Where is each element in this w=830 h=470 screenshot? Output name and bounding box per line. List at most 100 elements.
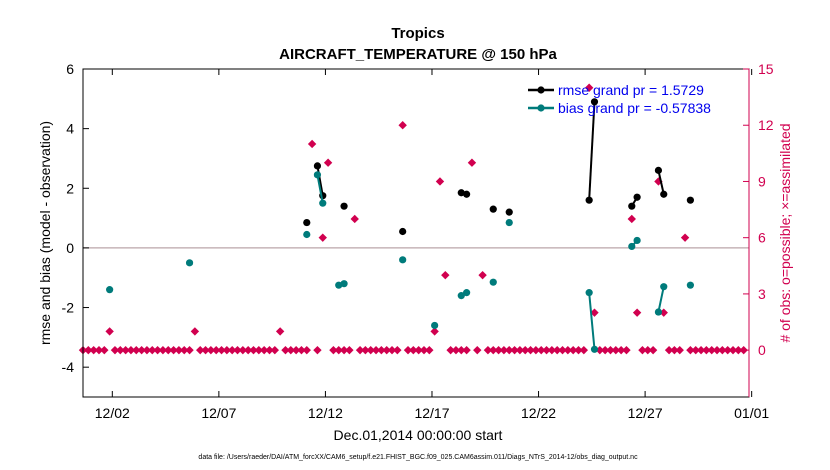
nobs-marker xyxy=(142,345,152,355)
nobs-marker xyxy=(643,345,652,355)
nobs-marker xyxy=(212,345,221,355)
nobs-marker xyxy=(174,345,184,355)
bias-point xyxy=(431,321,439,330)
footnote: data file: /Users/raeder/DAI/ATM_forcXX/… xyxy=(198,454,638,461)
bias-point xyxy=(489,278,497,286)
nobs-marker xyxy=(457,345,466,355)
bias-point xyxy=(463,289,471,297)
bias-point xyxy=(590,345,599,353)
rmse-point xyxy=(654,166,663,174)
nobs-marker xyxy=(632,308,642,317)
nobs-marker xyxy=(680,233,690,242)
nobs-marker xyxy=(734,345,743,355)
nobs-marker xyxy=(467,158,477,167)
bias-point xyxy=(633,236,641,245)
y-tick-label: 4 xyxy=(66,121,74,137)
nobs-marker xyxy=(169,345,178,355)
nobs-marker xyxy=(728,345,738,355)
nobs-marker xyxy=(499,345,509,355)
nobs-marker xyxy=(537,345,546,355)
nobs-marker xyxy=(542,345,551,355)
nobs-marker xyxy=(616,345,626,355)
nobs-marker xyxy=(531,345,541,355)
bias-point xyxy=(185,259,194,267)
nobs-marker xyxy=(286,345,295,355)
nobs-marker xyxy=(462,345,471,355)
y-tick-label: 0 xyxy=(66,240,74,256)
nobs-marker xyxy=(430,327,439,336)
nobs-marker xyxy=(611,345,620,355)
nobs-marker xyxy=(638,345,647,355)
nobs-marker xyxy=(275,327,285,336)
nobs-marker xyxy=(164,345,173,355)
nobs-marker xyxy=(345,345,354,355)
rmse-point xyxy=(628,202,636,210)
bias-segment xyxy=(588,292,596,350)
nobs-marker xyxy=(153,345,162,355)
nobs-marker xyxy=(414,345,423,355)
y2-tick-label: 3 xyxy=(758,286,766,302)
nobs-marker xyxy=(291,345,301,355)
legend-bias-label: bias grand pr = -0.57838 xyxy=(558,100,711,116)
nobs-marker xyxy=(387,345,397,355)
nobs-marker xyxy=(89,345,98,355)
y-axis-label: rmse and bias (model - observation) xyxy=(37,121,53,345)
nobs-marker xyxy=(526,345,535,355)
nobs-marker xyxy=(521,345,530,355)
nobs-marker xyxy=(180,345,189,355)
rmse-point xyxy=(633,193,641,201)
bias-point xyxy=(313,171,322,179)
nobs-marker xyxy=(222,345,232,355)
nobs-marker xyxy=(563,345,573,355)
nobs-marker xyxy=(243,345,253,355)
nobs-marker xyxy=(233,345,242,355)
x-tick-label: 12/12 xyxy=(308,405,343,421)
nobs-marker xyxy=(238,345,248,355)
rmse-segment xyxy=(588,101,596,201)
bias-segment xyxy=(657,286,665,313)
rmse-point xyxy=(489,205,497,213)
nobs-marker xyxy=(696,345,706,355)
nobs-marker xyxy=(648,345,658,355)
chart-title: Tropics xyxy=(391,25,444,42)
nobs-marker xyxy=(473,345,482,355)
nobs-marker xyxy=(254,345,264,355)
rmse-point xyxy=(463,190,471,198)
rmse-point xyxy=(590,98,599,106)
nobs-marker xyxy=(366,345,375,355)
y2-tick-label: 9 xyxy=(758,173,766,189)
nobs-marker xyxy=(451,345,461,355)
bias-point xyxy=(660,283,668,291)
y-tick-label: -4 xyxy=(62,359,75,375)
nobs-marker xyxy=(659,308,668,317)
bias-point xyxy=(340,280,348,288)
nobs-marker xyxy=(718,345,727,355)
nobs-marker xyxy=(329,345,338,355)
y-tick-label: 6 xyxy=(66,61,74,77)
nobs-marker xyxy=(185,345,194,355)
y2-tick-label: 15 xyxy=(758,61,774,77)
nobs-marker xyxy=(190,327,200,336)
rmse-point xyxy=(585,196,593,204)
legend-rmse-label: rmse grand pr = 1.5729 xyxy=(558,82,704,98)
bias-point xyxy=(628,242,636,251)
nobs-marker xyxy=(110,345,120,355)
rmse-point xyxy=(660,190,668,198)
nobs-marker xyxy=(196,345,205,355)
nobs-marker xyxy=(259,345,269,355)
legend-bias-marker xyxy=(537,104,545,112)
x-axis-label: Dec.01,2014 00:00:00 start xyxy=(334,427,503,443)
y-tick-label: 2 xyxy=(66,180,74,196)
bias-point xyxy=(457,292,465,300)
nobs-marker xyxy=(425,345,434,355)
y2-axis-label: # of obs: o=possible; ×=assimilated xyxy=(777,123,793,342)
nobs-marker xyxy=(707,345,716,355)
rmse-point xyxy=(303,218,311,227)
rmse-point xyxy=(505,208,513,216)
bias-point xyxy=(505,218,513,227)
nobs-marker xyxy=(691,345,700,355)
nobs-marker xyxy=(398,121,407,130)
rmse-segment xyxy=(316,165,324,196)
nobs-marker xyxy=(489,345,498,355)
nobs-marker xyxy=(579,345,589,355)
